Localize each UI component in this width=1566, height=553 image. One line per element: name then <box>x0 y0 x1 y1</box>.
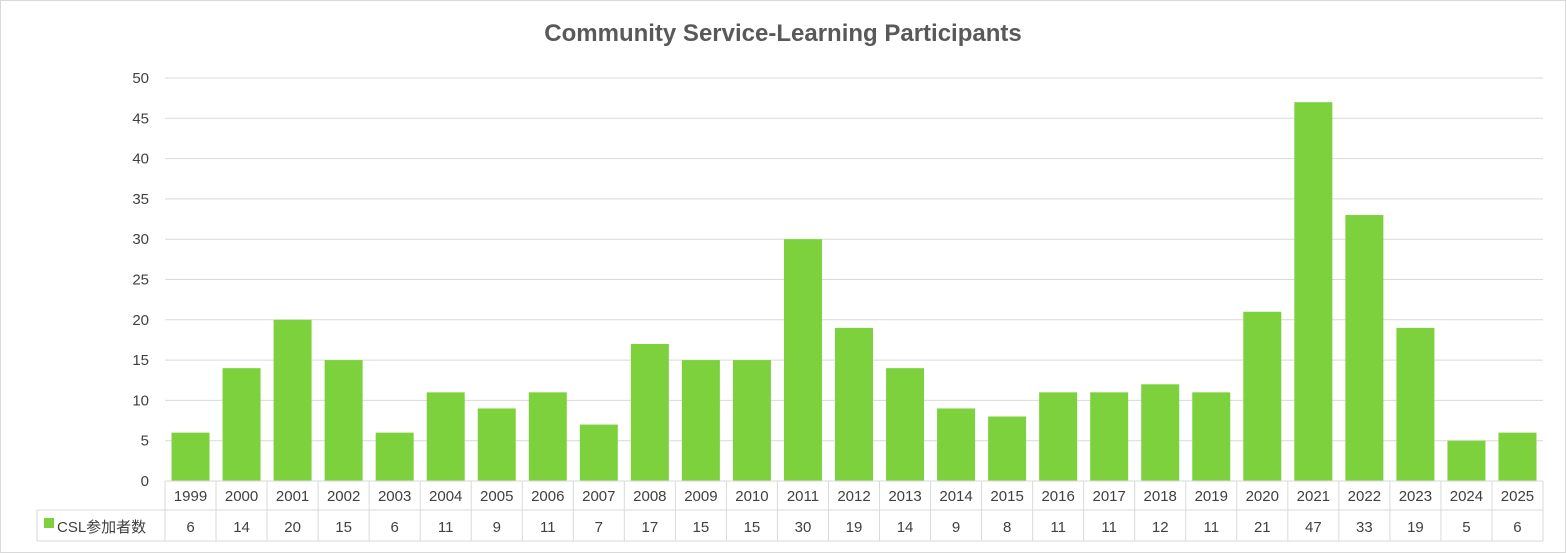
bar <box>171 432 210 481</box>
table-value-cell: 17 <box>642 519 659 536</box>
bar <box>630 343 669 481</box>
bar <box>1396 327 1435 481</box>
bar <box>222 368 261 481</box>
x-tick-label: 2010 <box>735 488 768 505</box>
table-value-cell: 15 <box>335 519 352 536</box>
table-value-cell: 21 <box>1254 519 1271 536</box>
x-tick-label: 2009 <box>684 488 717 505</box>
legend-key <box>44 518 54 528</box>
bar <box>1243 311 1282 481</box>
table-value-cell: 15 <box>693 519 710 536</box>
table-value-cell: 6 <box>390 519 398 536</box>
x-tick-label: 2023 <box>1399 488 1432 505</box>
bar <box>528 392 567 481</box>
y-tick-label: 25 <box>132 272 149 289</box>
y-tick-label: 10 <box>132 392 149 409</box>
y-tick-label: 35 <box>132 191 149 208</box>
x-tick-label: 2005 <box>480 488 513 505</box>
y-tick-label: 50 <box>132 70 149 87</box>
bar <box>732 360 771 481</box>
table-value-cell: 14 <box>233 519 250 536</box>
chart-title: Community Service-Learning Participants <box>544 20 1022 47</box>
table-value-cell: 14 <box>897 519 914 536</box>
bar <box>988 416 1027 481</box>
bar <box>477 408 516 481</box>
bar <box>375 432 414 481</box>
table-value-cell: 30 <box>795 519 812 536</box>
x-tick-label: 2004 <box>429 488 462 505</box>
x-tick-label: 2024 <box>1450 488 1483 505</box>
table-value-cell: 12 <box>1152 519 1169 536</box>
data-table: 1999 6 2000 14 2001 20 2002 15 2003 6 2004 11 2005 9 2… <box>36 480 1544 542</box>
bar <box>1192 392 1231 481</box>
table-value-cell: 8 <box>1003 519 1011 536</box>
y-tick-label: 15 <box>132 352 149 369</box>
x-tick-label: 1999 <box>174 488 207 505</box>
table-value-cell: 47 <box>1305 519 1322 536</box>
x-tick-label: 2021 <box>1297 488 1330 505</box>
x-tick-label: 2015 <box>990 488 1023 505</box>
table-value-cell: 6 <box>186 519 194 536</box>
bar <box>1090 392 1129 481</box>
y-tick-label: 40 <box>132 151 149 168</box>
table-value-cell: 33 <box>1356 519 1373 536</box>
table-value-cell: 9 <box>493 519 501 536</box>
x-tick-label: 2020 <box>1246 488 1279 505</box>
table-value-cell: 11 <box>1050 519 1066 536</box>
x-tick-label: 2007 <box>582 488 615 505</box>
table-value-cell: 15 <box>744 519 761 536</box>
legend-series-name: CSL参加者数 <box>57 519 146 536</box>
x-tick-label: 2000 <box>225 488 258 505</box>
table-value-cell: 19 <box>1407 519 1424 536</box>
x-tick-label: 2014 <box>939 488 972 505</box>
y-axis-ticks: 0 5 10 15 20 25 30 35 40 45 50 <box>132 70 149 490</box>
x-tick-label: 2018 <box>1144 488 1177 505</box>
bar <box>783 239 822 481</box>
bar <box>1141 384 1180 481</box>
bar <box>579 424 618 481</box>
bar <box>835 327 873 481</box>
x-tick-label: 2012 <box>837 488 870 505</box>
x-tick-label: 2013 <box>888 488 921 505</box>
bar <box>886 368 925 481</box>
table-value-cell: 6 <box>1513 519 1521 536</box>
table-value-cell: 11 <box>1203 519 1219 536</box>
y-tick-label: 5 <box>141 433 149 450</box>
bar <box>1345 215 1384 481</box>
x-tick-label: 2022 <box>1348 488 1381 505</box>
y-tick-label: 45 <box>132 110 149 127</box>
table-value-cell: 9 <box>952 519 960 536</box>
table-value-cell: 20 <box>284 519 301 536</box>
bar <box>1498 432 1537 481</box>
y-tick-label: 20 <box>132 312 149 329</box>
table-value-cell: 11 <box>1101 519 1117 536</box>
x-tick-label: 2025 <box>1501 488 1534 505</box>
bar <box>273 319 312 481</box>
x-tick-label: 2016 <box>1041 488 1074 505</box>
x-tick-label: 2001 <box>276 488 309 505</box>
x-tick-label: 2011 <box>787 488 819 505</box>
x-tick-label: 2003 <box>378 488 411 505</box>
x-tick-label: 2017 <box>1092 488 1125 505</box>
x-tick-label: 2006 <box>531 488 564 505</box>
table-value-cell: 5 <box>1462 519 1470 536</box>
table-value-cell: 11 <box>540 519 556 536</box>
bar <box>1039 392 1078 481</box>
y-tick-label: 0 <box>141 473 149 490</box>
x-tick-label: 2008 <box>633 488 666 505</box>
bar <box>1294 102 1333 482</box>
x-tick-label: 2019 <box>1195 488 1228 505</box>
bar <box>1447 440 1486 481</box>
table-value-cell: 11 <box>438 519 454 536</box>
table-value-cell: 19 <box>846 519 863 536</box>
bar <box>426 392 465 481</box>
bar <box>681 360 720 481</box>
table-value-cell: 7 <box>595 519 603 536</box>
bar <box>324 360 363 481</box>
y-tick-label: 30 <box>132 231 149 248</box>
bars <box>171 102 1537 482</box>
x-tick-label: 2002 <box>327 488 360 505</box>
bar <box>937 408 976 481</box>
